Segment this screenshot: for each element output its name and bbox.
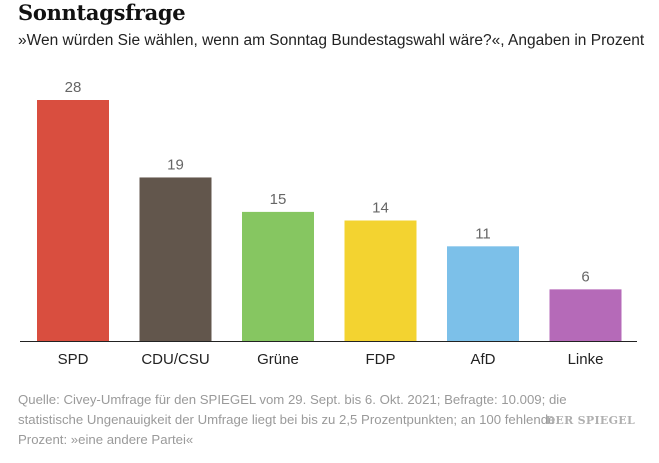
bar-value-label: 19: [167, 156, 184, 173]
x-tick-label: SPD: [58, 351, 89, 368]
bar-gr-ne: [242, 211, 314, 341]
bar-linke: [549, 289, 622, 341]
bar-value-label: 6: [581, 268, 589, 285]
x-tick-label: CDU/CSU: [141, 351, 209, 368]
x-tick-label: FDP: [366, 351, 396, 368]
bar-chart: 28 SPD 19 CDU/CSU 15 Grüne 14 FDP 11 AfD 6 Linke: [20, 79, 637, 368]
chart-title: Sonntagsfrage: [18, 0, 186, 25]
bar-afd: [447, 246, 519, 341]
bar-spd: [37, 100, 109, 341]
x-tick-label: Linke: [568, 351, 604, 368]
x-tick-label: Grüne: [257, 351, 299, 368]
bar-value-label: 11: [475, 225, 491, 242]
bar-value-label: 14: [372, 200, 389, 217]
bar-fdp: [344, 220, 417, 341]
bar-value-label: 28: [65, 79, 82, 96]
publisher-logo: DER SPIEGEL: [545, 414, 635, 427]
x-tick-label: AfD: [470, 351, 495, 368]
chart-subtitle: »Wen würden Sie wählen, wenn am Sonntag …: [18, 32, 645, 49]
bar-value-label: 15: [270, 191, 287, 208]
source-note: Quelle: Civey-Umfrage für den SPIEGEL vo…: [18, 392, 567, 447]
bar-cdu-csu: [139, 177, 212, 341]
